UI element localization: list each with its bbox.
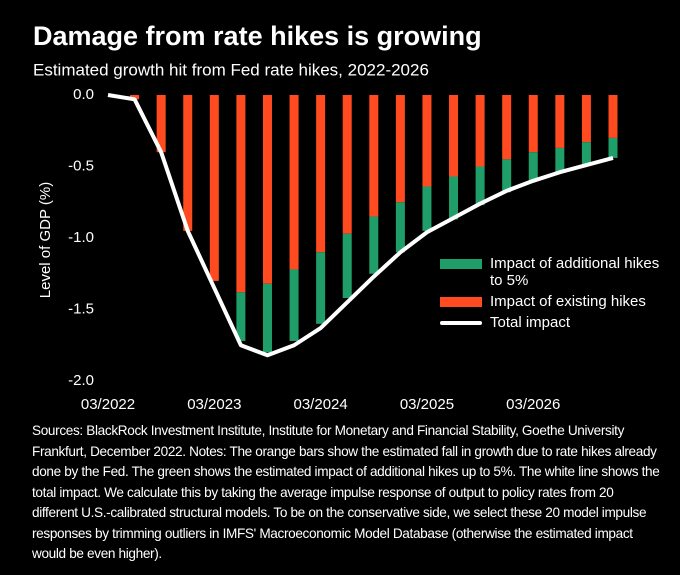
- bar: [289, 95, 299, 270]
- y-tick-label: 0.0: [73, 86, 94, 103]
- bar: [475, 95, 485, 167]
- bar: [422, 186, 432, 231]
- y-tick-label: -2.0: [68, 372, 94, 389]
- legend-label: Impact of additional hikes to 5%: [490, 255, 670, 289]
- bar: [502, 95, 512, 160]
- y-tick-label: -1.5: [68, 300, 94, 317]
- bar: [449, 176, 459, 220]
- bar: [528, 95, 538, 153]
- legend-item: Total impact: [440, 314, 670, 331]
- bar: [130, 95, 140, 100]
- bar: [422, 95, 432, 187]
- bar: [369, 216, 379, 274]
- bar: [369, 95, 379, 217]
- legend-swatch: [440, 259, 482, 269]
- bar: [316, 95, 326, 253]
- chart-subtitle: Estimated growth hit from Fed rate hikes…: [33, 60, 429, 79]
- bar: [289, 269, 299, 341]
- bar: [608, 137, 618, 158]
- legend-item: Impact of additional hikes to 5%: [440, 255, 670, 289]
- bar: [262, 95, 272, 284]
- x-tick-label: 03/2026: [506, 396, 560, 413]
- x-tick-label: 03/2024: [294, 396, 348, 413]
- legend-swatch: [440, 297, 482, 307]
- bar: [581, 95, 591, 143]
- bar: [236, 292, 246, 341]
- x-tick-label: 03/2025: [400, 396, 454, 413]
- bar: [581, 142, 591, 166]
- bar: [209, 95, 219, 281]
- x-tick-label: 03/2022: [81, 396, 135, 413]
- bar: [449, 95, 459, 177]
- bar: [316, 252, 326, 324]
- legend-swatch: [440, 321, 482, 325]
- bar: [395, 95, 405, 203]
- bar: [183, 95, 193, 231]
- bar: [475, 166, 485, 206]
- legend-label: Total impact: [490, 314, 575, 331]
- footnote: Sources: BlackRock Investment Institute,…: [32, 423, 660, 561]
- bar: [262, 283, 272, 353]
- bar: [342, 233, 352, 299]
- bar: [395, 202, 405, 253]
- legend-label: Impact of existing hikes: [490, 293, 650, 310]
- bar: [608, 95, 618, 138]
- bar: [342, 95, 352, 234]
- x-tick-label: 03/2023: [187, 396, 241, 413]
- bar: [156, 95, 166, 153]
- chart: Damage from rate hikes is growing Estima…: [33, 21, 618, 413]
- bar: [528, 152, 538, 181]
- bar: [502, 159, 512, 193]
- y-tick-label: -0.5: [68, 157, 94, 174]
- y-tick-label: -1.0: [68, 229, 94, 246]
- legend: Impact of additional hikes to 5% Impact o…: [440, 255, 670, 335]
- bar: [555, 95, 565, 148]
- y-axis-label: Level of GDP (%): [37, 182, 54, 298]
- chart-title: Damage from rate hikes is growing: [33, 21, 482, 51]
- bar: [236, 95, 246, 293]
- bar: [555, 147, 565, 173]
- line: [107, 93, 614, 358]
- legend-item: Impact of existing hikes: [440, 293, 670, 310]
